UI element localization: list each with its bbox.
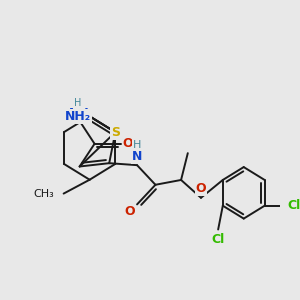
Text: N: N [132,150,142,163]
Text: NH₂: NH₂ [65,110,91,123]
Text: S: S [111,126,120,139]
Text: O: O [196,182,206,195]
Text: O: O [124,205,135,218]
Text: H: H [74,98,82,108]
Text: NH: NH [69,106,90,120]
Text: O: O [123,137,133,150]
Text: Cl: Cl [212,233,225,246]
Text: H: H [133,140,141,150]
Text: CH₃: CH₃ [34,189,54,199]
Text: Cl: Cl [288,199,300,212]
